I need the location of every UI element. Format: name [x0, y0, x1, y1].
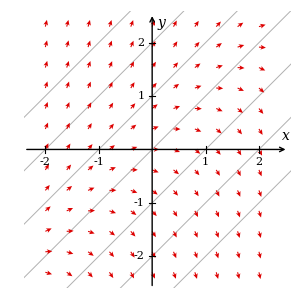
Text: -2: -2 — [40, 157, 51, 167]
Text: -2: -2 — [134, 251, 145, 261]
Text: -1: -1 — [93, 157, 104, 167]
Text: 2: 2 — [255, 157, 262, 167]
Text: y: y — [158, 16, 165, 30]
Text: 1: 1 — [138, 91, 145, 101]
Text: 1: 1 — [202, 157, 209, 167]
Text: 2: 2 — [138, 38, 145, 48]
Text: x: x — [282, 129, 290, 143]
Text: -1: -1 — [134, 198, 145, 208]
